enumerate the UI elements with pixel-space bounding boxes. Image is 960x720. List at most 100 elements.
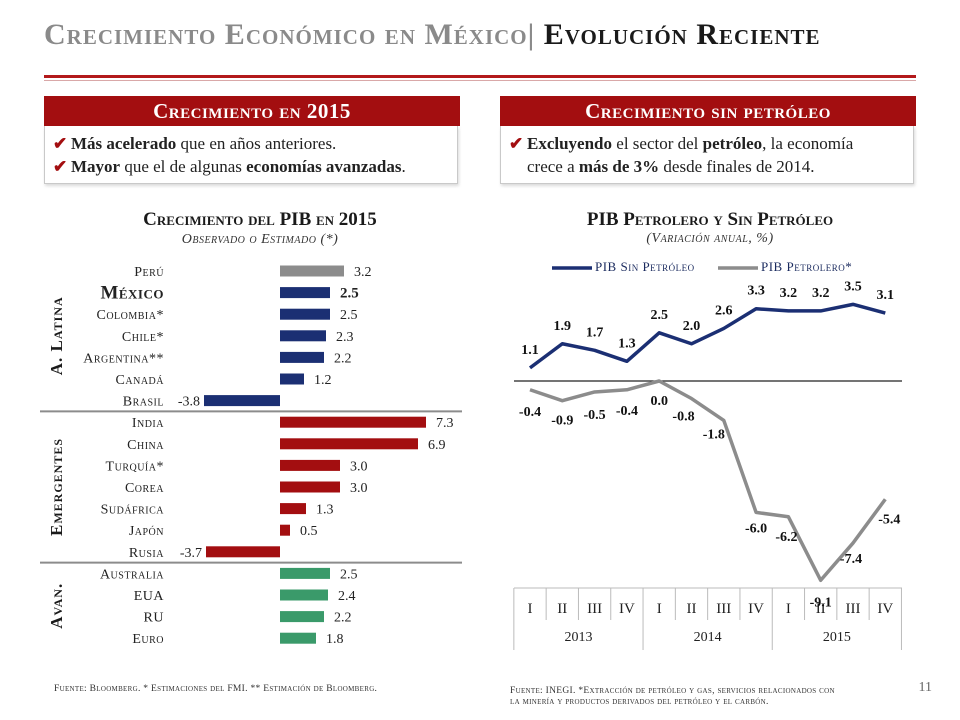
bar-value-corea: 3.0 xyxy=(350,481,368,496)
bar-turquia xyxy=(280,459,340,471)
bar-label-mexico: México xyxy=(100,283,164,304)
box-right-line-2: crece a más de 3% desde finales de 2014. xyxy=(527,157,815,176)
bar-value-eua: 2.4 xyxy=(338,589,356,604)
bar-label-china: China xyxy=(127,438,164,453)
bar-label-corea: Corea xyxy=(125,481,164,496)
bar-label-chile: Chile* xyxy=(122,330,164,345)
bar-label-brasil: Brasil xyxy=(123,395,164,410)
bar-value-australia: 2.5 xyxy=(340,567,358,582)
box-left-line-1: ✔ Más acelerado que en años anteriores. xyxy=(53,134,337,153)
data-label-sin-petroleo: 3.5 xyxy=(844,280,862,294)
x-tick-label-quarter: I xyxy=(786,601,791,617)
bar-label-euro: Euro xyxy=(132,632,164,647)
bar-china xyxy=(280,438,418,450)
x-tick-label-quarter: III xyxy=(587,601,602,617)
footnote-right-line-2: la minería y productos derivados del pet… xyxy=(510,697,769,707)
x-tick-label-quarter: II xyxy=(687,601,697,617)
legend-swatch-sin-petroleo xyxy=(552,266,592,270)
bar-peru xyxy=(280,265,344,277)
bar-sudafrica xyxy=(280,503,306,515)
bar-value-peru: 3.2 xyxy=(354,265,372,280)
data-label-sin-petroleo: 1.7 xyxy=(586,325,604,340)
data-label-petrolero: -6.0 xyxy=(745,521,767,536)
x-tick-label-quarter: II xyxy=(816,601,826,617)
x-tick-label-quarter: IV xyxy=(877,601,893,617)
footnote-right-line-1: Fuente: INEGI. *Extracción de petróleo y… xyxy=(510,686,835,696)
series-line-pib-sin-petroleo xyxy=(528,302,886,370)
data-label-petrolero: -5.4 xyxy=(878,512,900,527)
bar-euro xyxy=(280,632,316,644)
bar-label-peru: Perú xyxy=(134,265,164,280)
title-divider-thin xyxy=(44,80,916,81)
bar-canada xyxy=(280,373,304,385)
data-label-sin-petroleo: 3.2 xyxy=(812,286,830,301)
group-label-a-latina: A. Latina xyxy=(47,296,66,375)
x-tick-label-year-2013: 2013 xyxy=(564,630,592,645)
data-label-sin-petroleo: 1.1 xyxy=(521,343,539,358)
data-label-sin-petroleo: 1.9 xyxy=(554,319,572,334)
bar-label-australia: Australia xyxy=(100,567,164,582)
bar-label-sudafrica: Sudáfrica xyxy=(101,503,165,518)
data-label-petrolero: 0.0 xyxy=(650,394,668,409)
bar-value-turquia: 3.0 xyxy=(350,459,368,474)
data-label-petrolero: -0.4 xyxy=(616,404,638,419)
bar-value-colombia: 2.5 xyxy=(340,308,358,323)
bar-value-sudafrica: 1.3 xyxy=(316,503,334,518)
bar-label-ru: RU xyxy=(144,611,164,626)
bar-label-eua: EUA xyxy=(134,589,165,604)
footnote-left: Fuente: Bloomberg. * Estimaciones del FM… xyxy=(54,684,378,694)
bar-label-argentina: Argentina** xyxy=(83,351,164,366)
bar-chart: Perú 3.2 México 2.5 Colombia* 2.5 Chile* 2.3 Arg… xyxy=(40,265,462,647)
x-tick-label-year-2015: 2015 xyxy=(823,630,851,645)
page-number: 11 xyxy=(918,680,932,695)
box-left-body: ✔ Más acelerado que en años anteriores. ✔… xyxy=(44,126,458,184)
box-right-body: ✔ Excluyendo el sector del petróleo, la e… xyxy=(500,126,914,184)
bar-value-india: 7.3 xyxy=(436,416,454,431)
x-tick-label-quarter: III xyxy=(716,601,731,617)
bar-mexico xyxy=(280,287,330,299)
check-icon: ✔ xyxy=(53,134,68,153)
data-label-sin-petroleo: 3.3 xyxy=(747,284,765,299)
check-icon: ✔ xyxy=(509,134,524,153)
bar-eua xyxy=(280,589,328,601)
data-label-petrolero: -9.1 xyxy=(810,595,832,610)
data-label-petrolero: -0.5 xyxy=(584,408,606,423)
data-label-sin-petroleo: 3.1 xyxy=(877,288,895,303)
bar-value-euro: 1.8 xyxy=(326,632,344,647)
bar-australia xyxy=(280,567,330,579)
x-tick-label-quarter: IV xyxy=(748,601,764,617)
data-label-sin-petroleo: 2.5 xyxy=(650,308,668,323)
page-title-part1: Crecimiento Económico en México| xyxy=(44,18,536,51)
legend-swatch-petrolero xyxy=(718,266,758,270)
bar-rusia xyxy=(206,546,280,558)
x-tick-label-quarter: I xyxy=(528,601,533,617)
bar-chart-subtitle: Observado o Estimado (*) xyxy=(181,232,339,247)
series-line-pib-petrolero xyxy=(529,379,887,583)
box-right-heading: Crecimiento sin petróleo xyxy=(500,96,916,126)
data-label-petrolero: -7.4 xyxy=(840,552,862,567)
legend-label-sin-petroleo: PIB Sin Petróleo xyxy=(595,259,695,274)
x-tick-label-year-2014: 2014 xyxy=(694,630,722,645)
title-divider xyxy=(44,75,916,78)
data-label-sin-petroleo: 1.3 xyxy=(618,336,636,351)
bar-value-brasil: -3.8 xyxy=(178,395,200,410)
data-label-sin-petroleo: 3.2 xyxy=(780,286,798,301)
page-title: Crecimiento Económico en México| Evoluci… xyxy=(44,18,821,52)
data-label-sin-petroleo: 2.0 xyxy=(683,319,701,334)
bar-value-ru: 2.2 xyxy=(334,611,352,626)
data-label-petrolero: -0.4 xyxy=(519,405,541,420)
bar-japon xyxy=(280,524,290,536)
data-label-petrolero: -0.9 xyxy=(551,414,573,429)
bar-ru xyxy=(280,611,324,623)
bar-label-turquia: Turquía* xyxy=(106,459,164,474)
bar-argentina xyxy=(280,351,324,363)
box-left-line-2: ✔ Mayor que el de algunas economías avanz… xyxy=(53,157,406,176)
data-label-petrolero: -1.8 xyxy=(703,427,725,442)
bar-brasil xyxy=(204,395,280,407)
box-right-line-1: ✔ Excluyendo el sector del petróleo, la e… xyxy=(509,134,854,153)
bar-corea xyxy=(280,481,340,493)
check-icon: ✔ xyxy=(53,157,68,176)
data-label-petrolero: -0.8 xyxy=(672,410,694,425)
group-label-emergentes: Emergentes xyxy=(47,438,66,536)
bar-value-canada: 1.2 xyxy=(314,373,332,388)
